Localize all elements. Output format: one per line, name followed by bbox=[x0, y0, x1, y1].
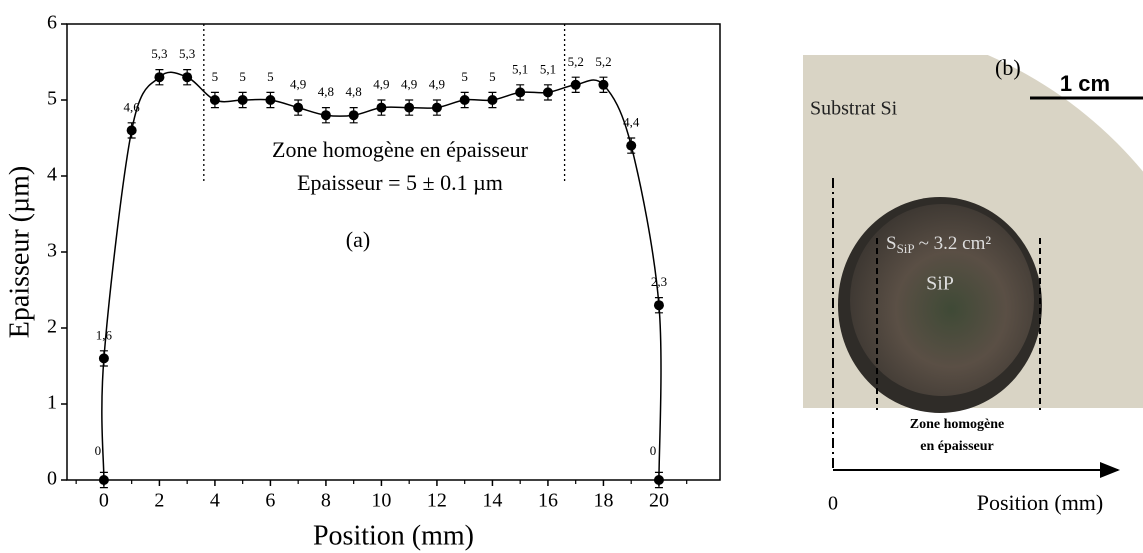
data-label: 1,6 bbox=[96, 327, 113, 342]
panel-label: (b) bbox=[995, 55, 1021, 80]
y-tick-label: 0 bbox=[47, 468, 57, 490]
y-tick-label: 3 bbox=[47, 240, 57, 262]
data-point bbox=[598, 79, 609, 90]
area-sub: SiP bbox=[897, 241, 915, 256]
y-tick-label: 4 bbox=[47, 164, 57, 186]
data-label: 4,9 bbox=[290, 77, 306, 92]
zone-label: en épaisseur bbox=[920, 439, 994, 454]
data-point bbox=[653, 475, 664, 485]
data-point bbox=[459, 95, 470, 105]
data-point bbox=[265, 95, 276, 105]
data-label: 0 bbox=[95, 443, 102, 458]
annotation: Epaisseur = 5 ± 0.1 µm bbox=[297, 170, 503, 195]
annotation: Zone homogène en épaisseur bbox=[272, 137, 529, 162]
x-tick-label: 20 bbox=[649, 490, 669, 512]
data-point bbox=[154, 72, 165, 83]
disc-label: SiP bbox=[926, 273, 954, 295]
data-label: 4,9 bbox=[401, 77, 417, 92]
data-label: 4,9 bbox=[373, 77, 389, 92]
x-axis-label: Position (mm) bbox=[313, 520, 474, 551]
data-point bbox=[209, 95, 220, 105]
data-point bbox=[98, 475, 109, 485]
data-label: 4,8 bbox=[346, 84, 362, 99]
data-point bbox=[487, 95, 498, 105]
y-axis-label: Epaisseur (µm) bbox=[4, 166, 35, 338]
x-tick-label: 12 bbox=[427, 490, 447, 512]
data-label: 5 bbox=[239, 69, 246, 84]
plot-frame bbox=[66, 23, 721, 481]
axis-label: Position (mm) bbox=[977, 490, 1104, 515]
x-tick-label: 2 bbox=[154, 490, 164, 512]
data-point bbox=[570, 79, 581, 90]
data-label: 5 bbox=[489, 69, 496, 84]
disc bbox=[850, 204, 1034, 396]
y-tick-label: 2 bbox=[47, 316, 57, 338]
data-point bbox=[320, 110, 331, 121]
data-label: 5,1 bbox=[512, 61, 528, 76]
y-tick-label: 6 bbox=[47, 12, 57, 34]
data-point bbox=[293, 102, 304, 113]
data-label: 2,3 bbox=[651, 274, 667, 289]
data-label: 5,1 bbox=[540, 61, 556, 76]
y-tick-label: 1 bbox=[47, 392, 57, 414]
series-line bbox=[101, 71, 662, 481]
x-tick-label: 18 bbox=[593, 490, 613, 512]
x-tick-label: 8 bbox=[321, 490, 331, 512]
data-point bbox=[542, 87, 553, 98]
data-label: 4,4 bbox=[623, 115, 640, 130]
x-tick-label: 10 bbox=[371, 490, 391, 512]
data-label: 5 bbox=[267, 69, 274, 84]
x-tick-label: 14 bbox=[482, 490, 502, 512]
data-point bbox=[348, 110, 359, 121]
wafer-photo: (b) 1 cm Substrat Si SSiP ~ 3.2 cm² SiP Z… bbox=[803, 55, 1143, 515]
data-point bbox=[126, 125, 137, 136]
x-tick-label: 6 bbox=[265, 490, 275, 512]
substrate-label: Substrat Si bbox=[810, 98, 898, 120]
y-tick-label: 5 bbox=[47, 88, 57, 110]
data-point bbox=[182, 72, 193, 83]
data-point bbox=[404, 102, 415, 113]
data-point bbox=[431, 102, 442, 113]
data-label: 5,2 bbox=[568, 54, 584, 69]
x-tick-label: 4 bbox=[210, 490, 220, 512]
data-point bbox=[237, 95, 248, 105]
data-point bbox=[653, 300, 664, 311]
zone-label: Zone homogène bbox=[910, 417, 1005, 432]
x-tick-label: 16 bbox=[538, 490, 558, 512]
data-point bbox=[98, 353, 109, 364]
data-point bbox=[626, 140, 637, 151]
data-label: 4,8 bbox=[318, 84, 334, 99]
data-label: 5 bbox=[212, 69, 219, 84]
origin-label: 0 bbox=[828, 493, 838, 515]
data-label: 5,2 bbox=[595, 54, 611, 69]
area-label: SSiP ~ 3.2 cm² bbox=[886, 233, 991, 256]
data-label: 5 bbox=[461, 69, 468, 84]
data-label: 5,3 bbox=[151, 46, 167, 61]
annotation: (a) bbox=[346, 227, 370, 252]
data-point bbox=[376, 102, 387, 113]
area-value: ~ 3.2 cm² bbox=[919, 233, 992, 254]
data-label: 4,6 bbox=[124, 99, 141, 114]
area-s: S bbox=[886, 233, 897, 254]
x-tick-label: 0 bbox=[99, 490, 109, 512]
scale-label: 1 cm bbox=[1060, 71, 1110, 96]
data-point bbox=[515, 87, 526, 98]
data-label: 0 bbox=[650, 443, 657, 458]
data-label: 4,9 bbox=[429, 77, 445, 92]
data-label: 5,3 bbox=[179, 46, 195, 61]
